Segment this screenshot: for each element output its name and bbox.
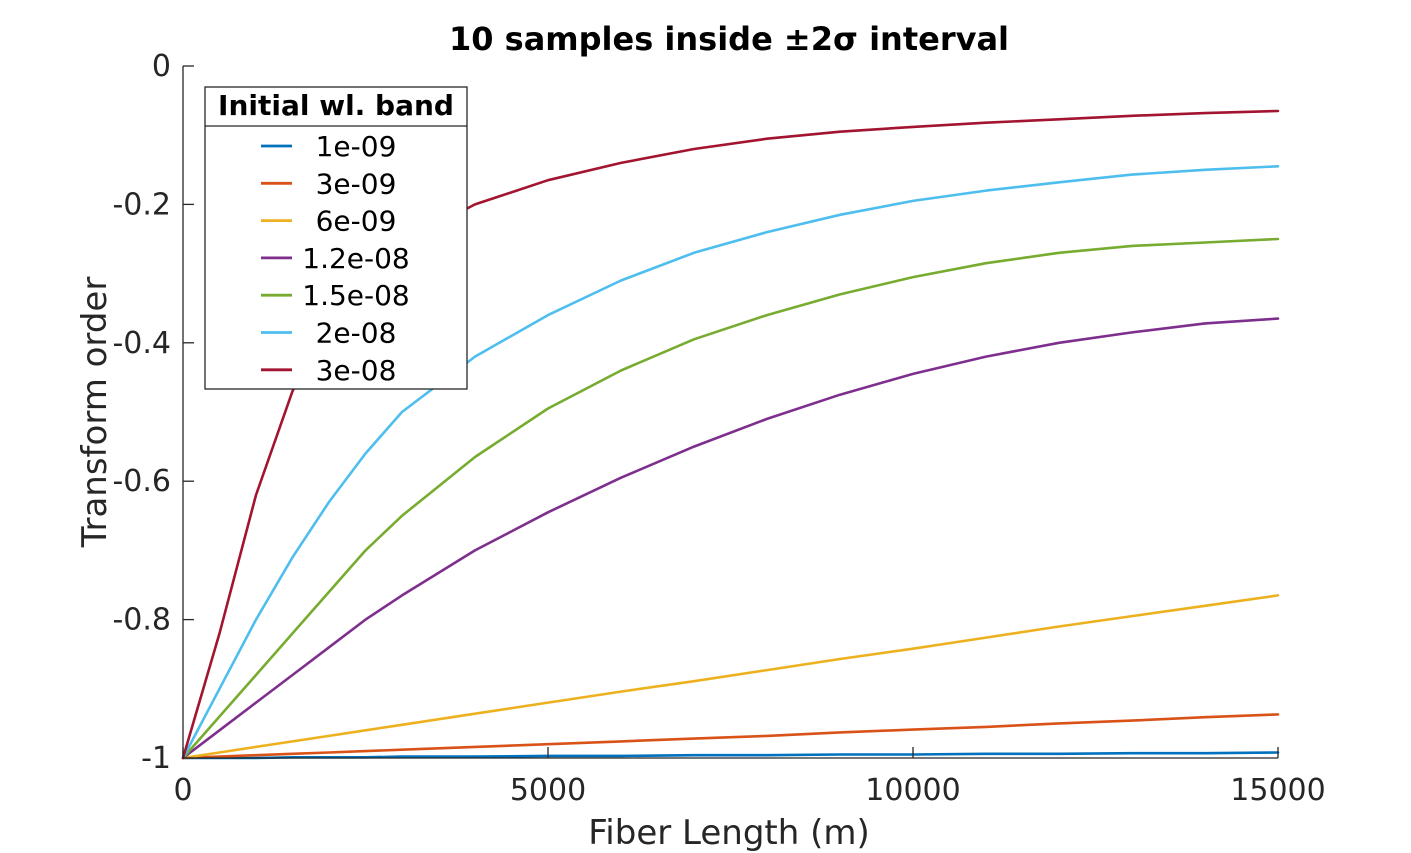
legend-entries: 1e-09 3e-09 6e-09 1.2e-08 1.5e-08 2e-08 3e-08 (261, 130, 410, 387)
legend-label-0: 1e-09 (316, 130, 397, 163)
legend-label-1: 3e-09 (316, 167, 397, 200)
series-line-2 (181, 594, 1280, 760)
legend-label-2: 6e-09 (316, 205, 397, 238)
y-tick-label-5: -1 (141, 741, 171, 776)
y-tick-label-4: -0.8 (112, 603, 171, 638)
legend-box (204, 86, 468, 390)
legend: Initial wl. band 1e-093e-096e-091.2e-081… (204, 86, 468, 390)
series-line-3 (181, 317, 1280, 760)
y-tick-label-3: -0.6 (112, 464, 171, 499)
x-tick-label-3: 15000 (1230, 773, 1325, 808)
x-tick-label-2: 10000 (865, 773, 960, 808)
series-line-5 (181, 165, 1280, 760)
ticks-layer: 0 5000 10000 15000 0 -0.2 -0.4 -0.6 -0.8 -1 (112, 49, 1325, 808)
legend-label-6: 3e-08 (316, 354, 397, 387)
series-line-1 (181, 713, 1280, 760)
y-tick-label-0: 0 (152, 49, 171, 84)
chart-title: 10 samples inside ±2σ interval (449, 20, 1009, 58)
series-layer (181, 109, 1280, 760)
legend-title: Initial wl. band (218, 89, 454, 122)
x-tick-label-1: 5000 (510, 773, 586, 808)
series-line-0 (181, 751, 1280, 760)
series-line-4 (181, 237, 1280, 760)
y-axis-label: Transform order (75, 277, 115, 549)
x-tick-label-0: 0 (173, 773, 192, 808)
y-tick-label-2: -0.4 (112, 326, 171, 361)
legend-label-5: 2e-08 (316, 317, 397, 350)
legend-label-4: 1.5e-08 (302, 279, 410, 312)
series-line-6 (181, 109, 1280, 760)
y-tick-label-1: -0.2 (112, 187, 171, 222)
axes-layer (182, 66, 1278, 759)
legend-label-3: 1.2e-08 (302, 242, 410, 275)
x-axis-label: Fiber Length (m) (588, 813, 870, 853)
